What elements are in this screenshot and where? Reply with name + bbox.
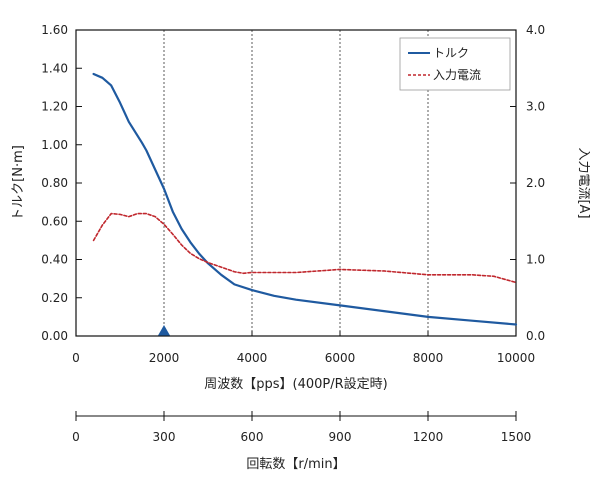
left-tick-label: 0.40 xyxy=(41,253,68,267)
left-tick-label: 1.60 xyxy=(41,23,68,37)
secondary-x-tick-label: 600 xyxy=(241,430,264,444)
left-tick-label: 0.60 xyxy=(41,214,68,228)
secondary-x-tick-label: 1500 xyxy=(501,430,532,444)
left-tick-label: 0.80 xyxy=(41,176,68,190)
right-axis-label: 入力電流[A] xyxy=(576,147,590,218)
left-axis-label: トルク[N·m] xyxy=(11,145,26,221)
secondary-x-tick-label: 0 xyxy=(72,430,80,444)
x-tick-label: 8000 xyxy=(413,351,444,365)
legend-box xyxy=(399,37,511,91)
right-tick-label: 4.0 xyxy=(526,23,545,37)
legend-label-current: 入力電流 xyxy=(433,68,481,82)
x-axis-ticks: 0 2000 4000 6000 8000 10000 xyxy=(72,331,535,365)
right-tick-label: 3.0 xyxy=(526,100,545,114)
left-tick-label: 1.40 xyxy=(41,61,68,75)
secondary-x-tick-label: 1200 xyxy=(413,430,444,444)
legend-label-torque: トルク xyxy=(433,46,469,60)
right-tick-label: 0.0 xyxy=(526,329,545,343)
x-tick-label: 4000 xyxy=(237,351,268,365)
x-tick-label: 2000 xyxy=(149,351,180,365)
right-tick-label: 1.0 xyxy=(526,253,545,267)
x-tick-label: 10000 xyxy=(497,351,535,365)
x-tick-label: 6000 xyxy=(325,351,356,365)
secondary-x-axis: 0 300 600 900 1200 1500 xyxy=(72,411,531,444)
x-axis-label: 周波数【pps】(400P/R設定時) xyxy=(204,376,388,392)
secondary-x-axis-label: 回転数【r/min】 xyxy=(246,457,345,472)
secondary-x-tick-label: 900 xyxy=(329,430,352,444)
right-tick-label: 2.0 xyxy=(526,176,545,190)
left-tick-label: 0.20 xyxy=(41,291,68,305)
x-tick-label: 0 xyxy=(72,351,80,365)
series-line-current xyxy=(92,212,517,284)
right-axis-ticks: 0.0 1.0 2.0 3.0 4.0 xyxy=(510,23,545,343)
left-tick-label: 0.00 xyxy=(41,329,68,343)
x-axis-marker-triangle xyxy=(158,325,170,336)
legend: トルク 入力電流 xyxy=(399,37,511,91)
series-line-torque xyxy=(92,72,518,326)
left-tick-label: 1.00 xyxy=(41,138,68,152)
series-group xyxy=(92,72,518,326)
grid xyxy=(163,30,429,336)
secondary-x-tick-label: 300 xyxy=(153,430,176,444)
left-axis-ticks: 0.00 0.20 0.40 0.60 0.80 1.00 1.20 1.40 1.60 xyxy=(41,23,82,343)
left-tick-label: 1.20 xyxy=(41,100,68,114)
